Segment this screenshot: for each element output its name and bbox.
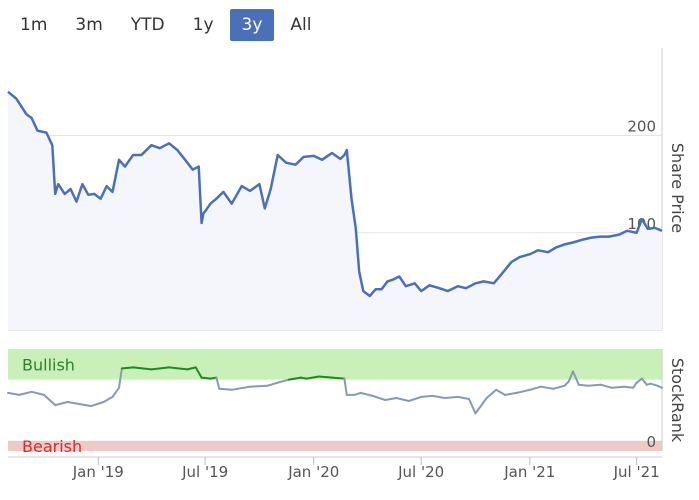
rank-line-segment: [66, 401, 81, 406]
rank-line-segment: [431, 394, 446, 399]
range-button-ytd[interactable]: YTD: [130, 15, 165, 35]
price-axis-title: Share Price: [668, 143, 687, 233]
rank-line-segment: [456, 395, 470, 400]
x-tick-label: Jul '19: [181, 463, 228, 481]
price-line: [7, 90, 663, 298]
rank-line-segment: [288, 376, 302, 381]
rank-line-segment: [7, 391, 21, 396]
rank-line-segment: [102, 395, 114, 403]
rank-line-segment: [610, 385, 626, 389]
rank-line-segment: [276, 378, 290, 384]
rank-line-segment: [318, 375, 333, 379]
rank-line-segment: [230, 385, 251, 391]
rank-line-segment: [515, 388, 531, 394]
rank-axis-title: StockRank: [668, 358, 687, 443]
rank-line-segment: [540, 385, 555, 390]
rank-line-segment: [215, 376, 221, 390]
rank-line-segment: [640, 377, 648, 386]
rank-line-segment: [200, 376, 212, 380]
rank-line-segment: [359, 391, 374, 397]
rank-line-segment: [577, 383, 590, 387]
price-tick-label: 0: [646, 314, 656, 332]
range-button-3m[interactable]: 3m: [75, 15, 103, 35]
rank-line-segment: [635, 377, 643, 384]
rank-line-segment: [485, 388, 498, 399]
rank-line-segment: [552, 384, 566, 390]
bearish-label: Bearish: [22, 437, 82, 456]
rank-line-segment: [30, 390, 45, 396]
rank-line-segment: [528, 385, 542, 391]
rank-line-segment: [371, 394, 387, 401]
rank-line-segment: [118, 367, 123, 389]
rank-line-segment: [150, 366, 171, 371]
bullish-zone: [8, 349, 662, 380]
rank-line-segment: [218, 387, 233, 391]
rank-line-segment: [43, 393, 57, 407]
rank-line-segment: [571, 370, 580, 386]
rank-line-segment: [249, 384, 269, 388]
rank-line-segment: [395, 397, 410, 402]
rank-line-segment: [186, 366, 197, 371]
rank-line-segment: [474, 397, 488, 415]
price-tick-label: 200: [627, 118, 656, 136]
rank-line-segment: [343, 377, 348, 396]
rank-line-segment: [407, 395, 423, 402]
x-tick-label: Jan '20: [287, 463, 339, 481]
range-button-1m[interactable]: 1m: [20, 15, 48, 35]
rank-line-segment: [266, 381, 279, 387]
rank-line-segment: [79, 403, 93, 408]
rank-line-segment: [384, 397, 398, 401]
rank-line-segment: [563, 380, 570, 387]
price-tick-label: 100: [627, 215, 656, 233]
x-tick-label: Jan '19: [72, 463, 124, 481]
rank-line-segment: [353, 391, 362, 396]
rank-line-segment: [649, 382, 659, 387]
x-tick-label: Jul '21: [613, 463, 660, 481]
price-plot-area: [8, 48, 662, 330]
rank-line-segment: [18, 390, 33, 396]
rank-line-segment: [168, 366, 189, 371]
rank-line-segment: [331, 376, 346, 380]
x-tick-label: Jan '21: [503, 463, 555, 481]
rank-line-segment: [567, 370, 574, 383]
rank-line-segment: [443, 395, 459, 399]
bullish-label: Bullish: [22, 355, 75, 374]
rank-line-segment: [132, 366, 153, 371]
rank-line-segment: [194, 366, 203, 379]
range-button-1y[interactable]: 1y: [192, 15, 214, 35]
range-selector: 1m 3m YTD 1y 3y All: [8, 8, 328, 42]
rank-plot-area: [8, 349, 662, 451]
rank-line-segment: [495, 388, 506, 396]
rank-line-segment: [599, 383, 613, 389]
rank-line-segment: [299, 376, 308, 380]
rank-line-segment: [209, 376, 218, 380]
rank-line-segment: [645, 382, 652, 386]
rank-line-segment: [90, 401, 105, 408]
rank-line-segment: [504, 391, 518, 396]
x-tick-label: Jul '20: [397, 463, 444, 481]
rank-line-segment: [623, 385, 635, 389]
rank-tick-label: 0: [646, 433, 656, 451]
rank-line-segment: [111, 386, 120, 398]
bearish-zone: [8, 440, 662, 451]
range-button-all[interactable]: All: [290, 15, 312, 35]
rank-line-segment: [54, 401, 69, 407]
rank-line-segment: [632, 381, 638, 389]
rank-line-segment: [305, 375, 321, 380]
rank-line-segment: [587, 383, 602, 387]
range-button-3y[interactable]: 3y: [229, 9, 275, 41]
rank-line-segment: [656, 384, 663, 389]
rank-line-segment: [420, 394, 434, 398]
price-area-fill: [8, 91, 662, 330]
rank-line-segment: [120, 366, 135, 370]
rank-line-segment: [468, 398, 477, 415]
